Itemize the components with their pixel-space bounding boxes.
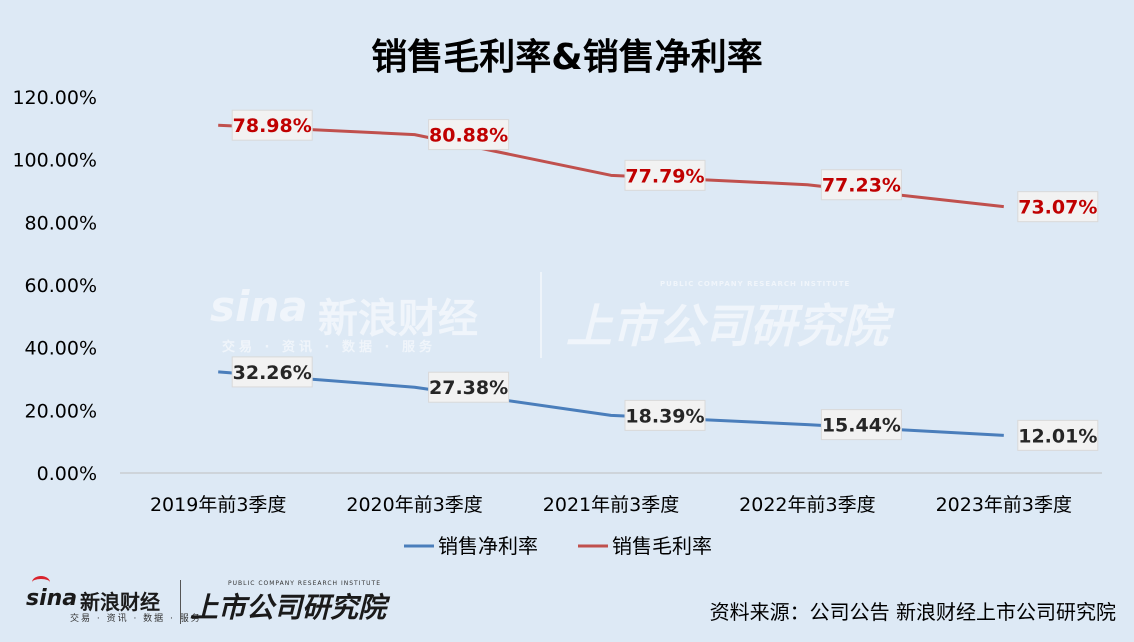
data-label-box — [1017, 191, 1099, 223]
data-label: 77.23% — [822, 175, 901, 197]
data-label: 15.44% — [822, 415, 901, 437]
watermark-institute: 上市公司研究院 — [566, 299, 888, 353]
footer-brand-cn: 新浪财经 — [80, 590, 160, 614]
data-label: 78.98% — [233, 115, 312, 137]
data-label-box — [1017, 419, 1099, 451]
data-label-box — [231, 109, 313, 141]
chart-title: 销售毛利率&销售净利率 — [371, 37, 763, 78]
data-label: 77.79% — [625, 165, 704, 187]
x-tick-label: 2021年前3季度 — [543, 494, 679, 516]
y-tick-label: 0.00% — [37, 463, 97, 485]
y-tick-label: 100.00% — [12, 150, 97, 172]
data-label-box — [428, 371, 510, 403]
footer-sina-logo: sina — [26, 586, 78, 611]
data-label-box — [820, 409, 902, 441]
data-label-box — [624, 399, 706, 431]
footer-institute: 上市公司研究院 — [190, 591, 387, 624]
legend-label: 销售净利率 — [438, 534, 538, 558]
source-note: 资料来源：公司公告 新浪财经上市公司研究院 — [709, 600, 1116, 624]
y-tick-label: 120.00% — [12, 87, 97, 109]
data-label: 12.01% — [1018, 425, 1097, 447]
data-label-box — [428, 119, 510, 151]
x-tick-label: 2022年前3季度 — [739, 494, 875, 516]
data-label-box — [820, 169, 902, 201]
data-label-box — [624, 159, 706, 191]
legend-label: 销售毛利率 — [612, 534, 712, 558]
footer-brand-sub: 交易 · 资讯 · 数据 · 服务 — [70, 614, 202, 624]
watermark-brand-cn: 新浪财经 — [318, 296, 478, 342]
x-tick-label: 2019年前3季度 — [150, 494, 286, 516]
watermark-institute-en: PUBLIC COMPANY RESEARCH INSTITUTE — [660, 280, 851, 288]
y-tick-label: 80.00% — [25, 212, 97, 234]
watermark-sina-logo: sina — [210, 282, 308, 331]
watermark-divider — [540, 272, 542, 358]
data-label: 73.07% — [1018, 197, 1097, 219]
line-chart: 0.00% 20.00% 40.00% 60.00% 80.00% 100.00% 120.… — [12, 87, 1102, 558]
footer-institute-en: PUBLIC COMPANY RESEARCH INSTITUTE — [228, 580, 381, 587]
data-label: 27.38% — [429, 377, 508, 399]
y-tick-label: 60.00% — [25, 275, 97, 297]
x-tick-label: 2020年前3季度 — [346, 494, 482, 516]
sina-eye-icon — [32, 576, 50, 589]
y-tick-label: 20.00% — [25, 400, 97, 422]
data-label: 32.26% — [233, 362, 312, 384]
watermark-brand-sub: 交易 · 资讯 · 数据 · 服务 — [222, 340, 436, 355]
x-tick-label: 2023年前3季度 — [936, 494, 1072, 516]
data-label-box — [231, 356, 313, 388]
footer-divider — [180, 580, 181, 624]
data-label: 18.39% — [625, 405, 704, 427]
y-tick-label: 40.00% — [25, 338, 97, 360]
data-label: 80.88% — [429, 125, 508, 147]
